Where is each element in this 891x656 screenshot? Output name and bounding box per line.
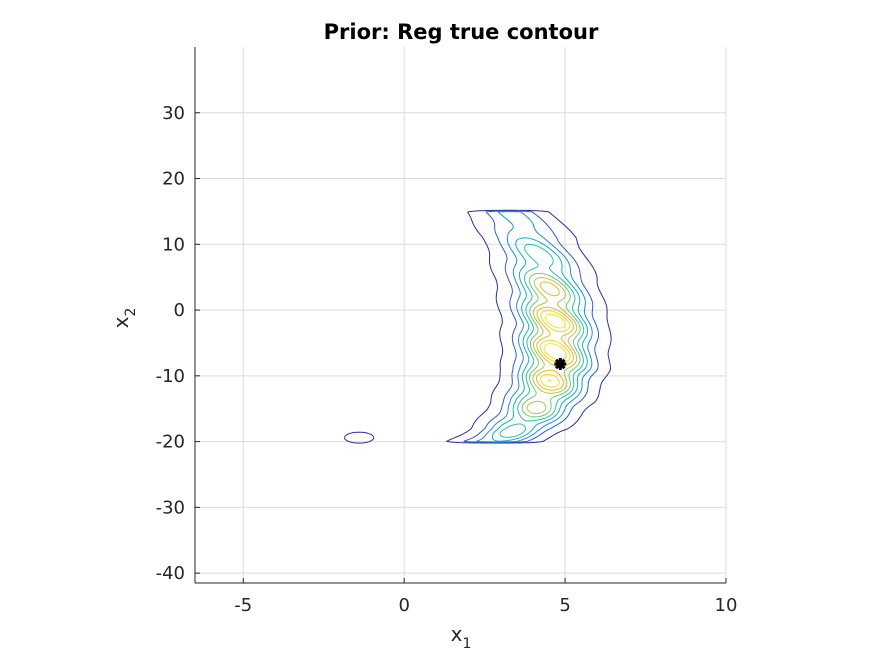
axes	[194, 47, 726, 584]
contour-level-5	[499, 243, 585, 438]
contour-level-7	[526, 277, 578, 414]
y-tick-label: -20	[156, 432, 185, 453]
chart-title: Prior: Reg true contour	[324, 20, 599, 44]
contour-level-6	[521, 273, 581, 418]
grid-lines	[195, 47, 727, 583]
y-tick-label: -40	[156, 563, 185, 584]
x-tick-label: 5	[559, 595, 570, 616]
x-tick-label: -5	[234, 595, 252, 616]
star-marker-center	[556, 360, 564, 368]
y-tick-label: 20	[162, 169, 185, 190]
contour-level-3	[476, 211, 593, 443]
markers	[554, 358, 567, 370]
contour-level-8	[536, 281, 574, 391]
contour-lines	[343, 209, 612, 444]
y-tick-label: -10	[156, 366, 185, 387]
x-tick-label: 0	[398, 595, 409, 616]
contour-level-1	[343, 209, 612, 444]
x-tick-label: 10	[715, 595, 738, 616]
contour-level-9	[539, 310, 571, 388]
y-tick-label: -30	[156, 497, 185, 518]
y-axis-label: x2	[109, 308, 139, 329]
y-tick-label: 30	[162, 103, 185, 124]
contour-level-4	[491, 237, 589, 442]
y-tick-labels: 30 20 10 0 -10 -20 -30 -40	[156, 103, 200, 584]
y-tick-label: 0	[174, 300, 185, 321]
contour-level-2	[463, 210, 599, 443]
x-tick-labels: -5 0 5 10	[234, 578, 737, 616]
y-tick-label: 10	[162, 234, 185, 255]
x-axis-label: x1	[451, 622, 472, 652]
